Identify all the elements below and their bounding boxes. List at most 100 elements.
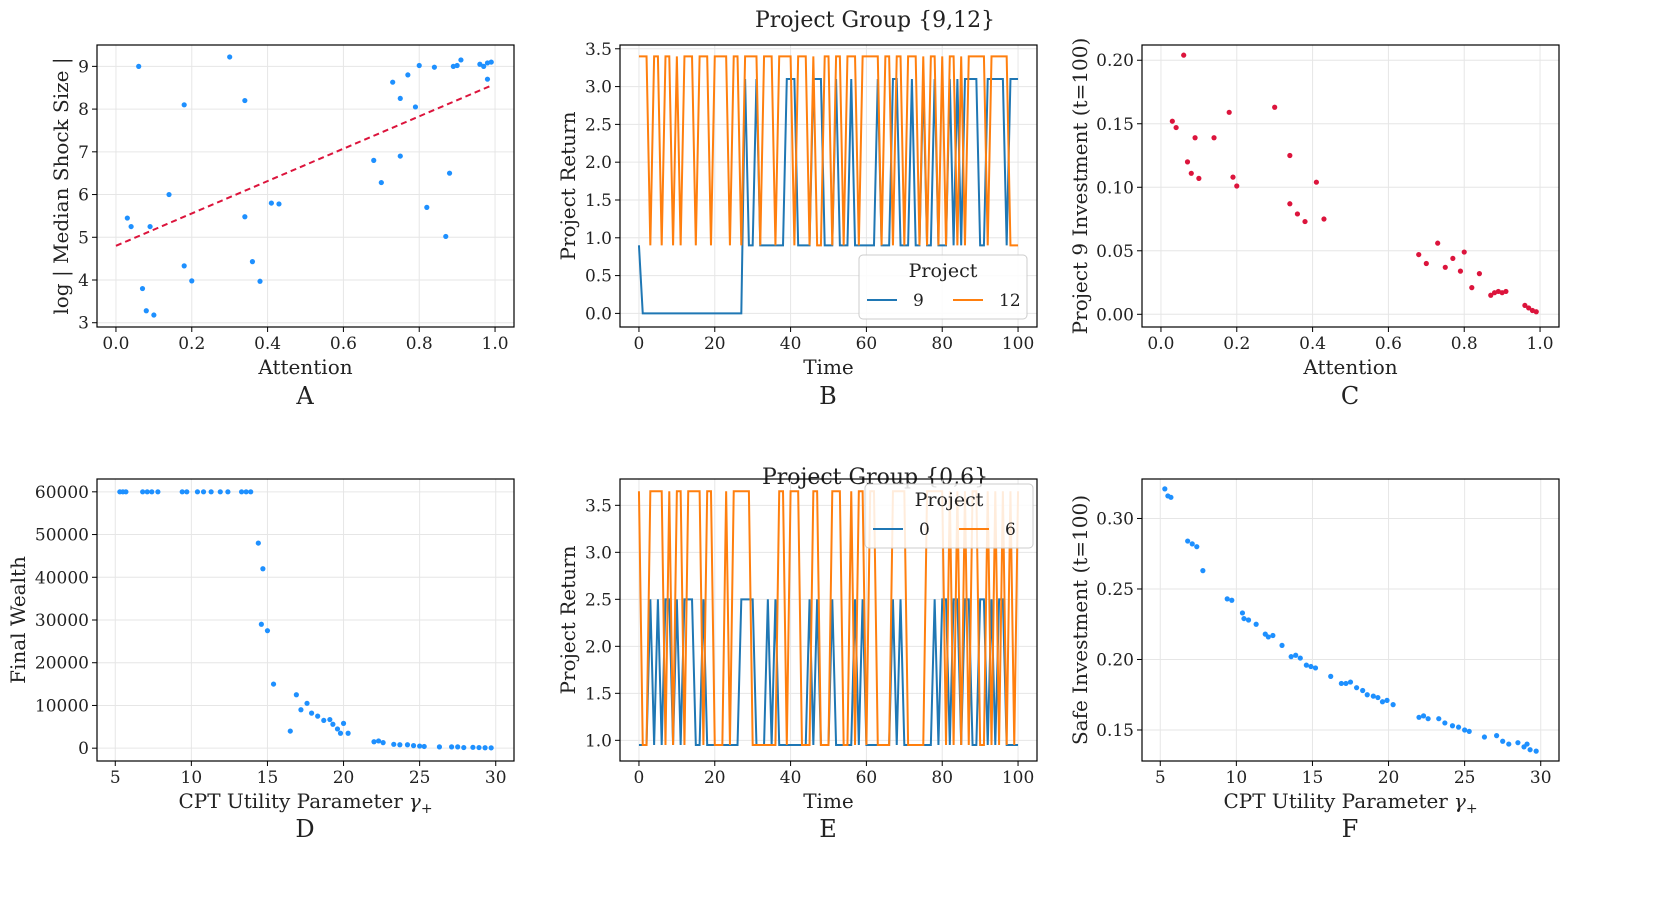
data-point [124, 215, 130, 221]
y-tick-label: 60000 [35, 483, 89, 503]
data-point [1293, 652, 1299, 658]
panel-e-chart: 0 20 40 60 80 1001.01.52.02.53.03.5TimeProjec… [556, 478, 1038, 843]
x-tick-label: 15 [257, 768, 279, 788]
data-point [1364, 692, 1370, 698]
data-point [397, 742, 403, 748]
data-point [1270, 632, 1276, 639]
x-tick-label: 60 [856, 334, 878, 354]
data-point [181, 263, 187, 269]
data-point [1476, 271, 1482, 277]
data-point [1515, 740, 1521, 746]
data-point [1442, 720, 1448, 726]
data-point [1526, 305, 1532, 311]
axes-frame [1141, 478, 1560, 762]
data-point [1524, 741, 1530, 747]
data-point [334, 726, 341, 732]
data-point [225, 489, 231, 495]
legend-box [864, 483, 1034, 549]
data-point [149, 489, 155, 495]
x-tick-label: 1.0 [1527, 334, 1554, 354]
data-point [405, 72, 411, 78]
data-point [1420, 713, 1427, 719]
x-axis-label: CPT Utility Parameter γ+ [178, 789, 432, 817]
y-tick-label: 0.20 [1096, 51, 1134, 71]
panel-f-chart: 5 10 15 20 25 30 0.15 0.20 0.25 0.30 CPT Utility P… [1068, 478, 1560, 843]
data-point [1522, 302, 1528, 309]
data-point [1302, 218, 1308, 225]
data-point [1375, 694, 1381, 701]
y-tick-label: 0.25 [1096, 580, 1134, 600]
data-point [481, 63, 487, 69]
data-point [340, 720, 347, 727]
data-point [200, 489, 207, 495]
data-point [144, 489, 150, 495]
series-line-12 [638, 55, 1019, 247]
y-tick-label: 7 [78, 143, 89, 163]
data-point [482, 745, 488, 751]
data-point [249, 259, 256, 265]
x-axis-label: Attention [1302, 355, 1397, 379]
data-point [1390, 702, 1396, 708]
y-tick-label: 0.15 [1096, 115, 1134, 135]
data-point [260, 566, 266, 572]
data-point [257, 278, 263, 284]
data-point [476, 744, 482, 751]
data-point [330, 721, 336, 727]
y-tick-label: 1.0 [585, 229, 612, 249]
data-point [1211, 135, 1217, 141]
y-axis-label: log | Median Shock Size | [49, 57, 74, 314]
data-point [1241, 615, 1247, 622]
data-point [477, 61, 483, 67]
data-point [166, 191, 172, 198]
data-point [375, 738, 382, 744]
data-point [446, 170, 453, 176]
data-point [1384, 697, 1390, 703]
y-tick-label: 8 [78, 100, 89, 120]
data-point [276, 201, 282, 207]
legend-entry-6: 6 [1005, 520, 1016, 540]
trend-line [115, 84, 492, 247]
data-point [155, 489, 161, 495]
x-axis-label-text: Attention [257, 355, 352, 379]
panel-a-chart: 0.0 0.2 0.4 0.6 0.8 1.0 3 4 5 6 7 8 9 Attention log | … [49, 44, 515, 410]
data-point [139, 285, 146, 292]
legend-title: Project [909, 260, 978, 282]
x-tick-label: 0.8 [406, 334, 433, 354]
x-tick-label: 20 [1378, 768, 1400, 788]
data-point [337, 730, 344, 736]
axes-frame [619, 478, 1038, 762]
x-tick-label: 0.2 [1223, 334, 1250, 354]
x-tick-label: 0.6 [1375, 334, 1402, 354]
y-tick-label: 6 [78, 186, 89, 206]
plot-area [115, 54, 494, 318]
data-point [1466, 728, 1472, 734]
data-point [1469, 285, 1475, 291]
data-point [424, 204, 430, 210]
panel-label: A [295, 382, 314, 410]
data-point [1533, 309, 1539, 315]
x-tick-label: 30 [1530, 768, 1552, 788]
plot-area [1169, 52, 1539, 315]
panel-d-chart: 5 10 15 20 25 30 0 10000 20000 30000 40000 50000 600… [6, 478, 515, 843]
data-point [1245, 617, 1252, 623]
data-point [1185, 538, 1191, 544]
data-point [397, 95, 403, 102]
x-axis-label-symbol: γ [1454, 789, 1466, 813]
series-line-6 [637, 490, 1020, 747]
data-point [304, 700, 310, 706]
x-tick-label: 25 [409, 768, 431, 788]
legend-box [858, 254, 1028, 320]
data-point [181, 102, 187, 108]
data-point [1533, 748, 1539, 754]
data-point [436, 744, 443, 750]
y-axis-label: Project 9 Investment (t=100) [1068, 38, 1092, 335]
data-point [1200, 568, 1206, 574]
data-point [143, 308, 149, 314]
data-point [1224, 596, 1230, 602]
data-point [1226, 109, 1232, 115]
data-point [1162, 486, 1168, 492]
data-point [421, 743, 427, 750]
data-point [1188, 170, 1194, 176]
data-point [412, 104, 419, 110]
data-point [1287, 201, 1293, 207]
